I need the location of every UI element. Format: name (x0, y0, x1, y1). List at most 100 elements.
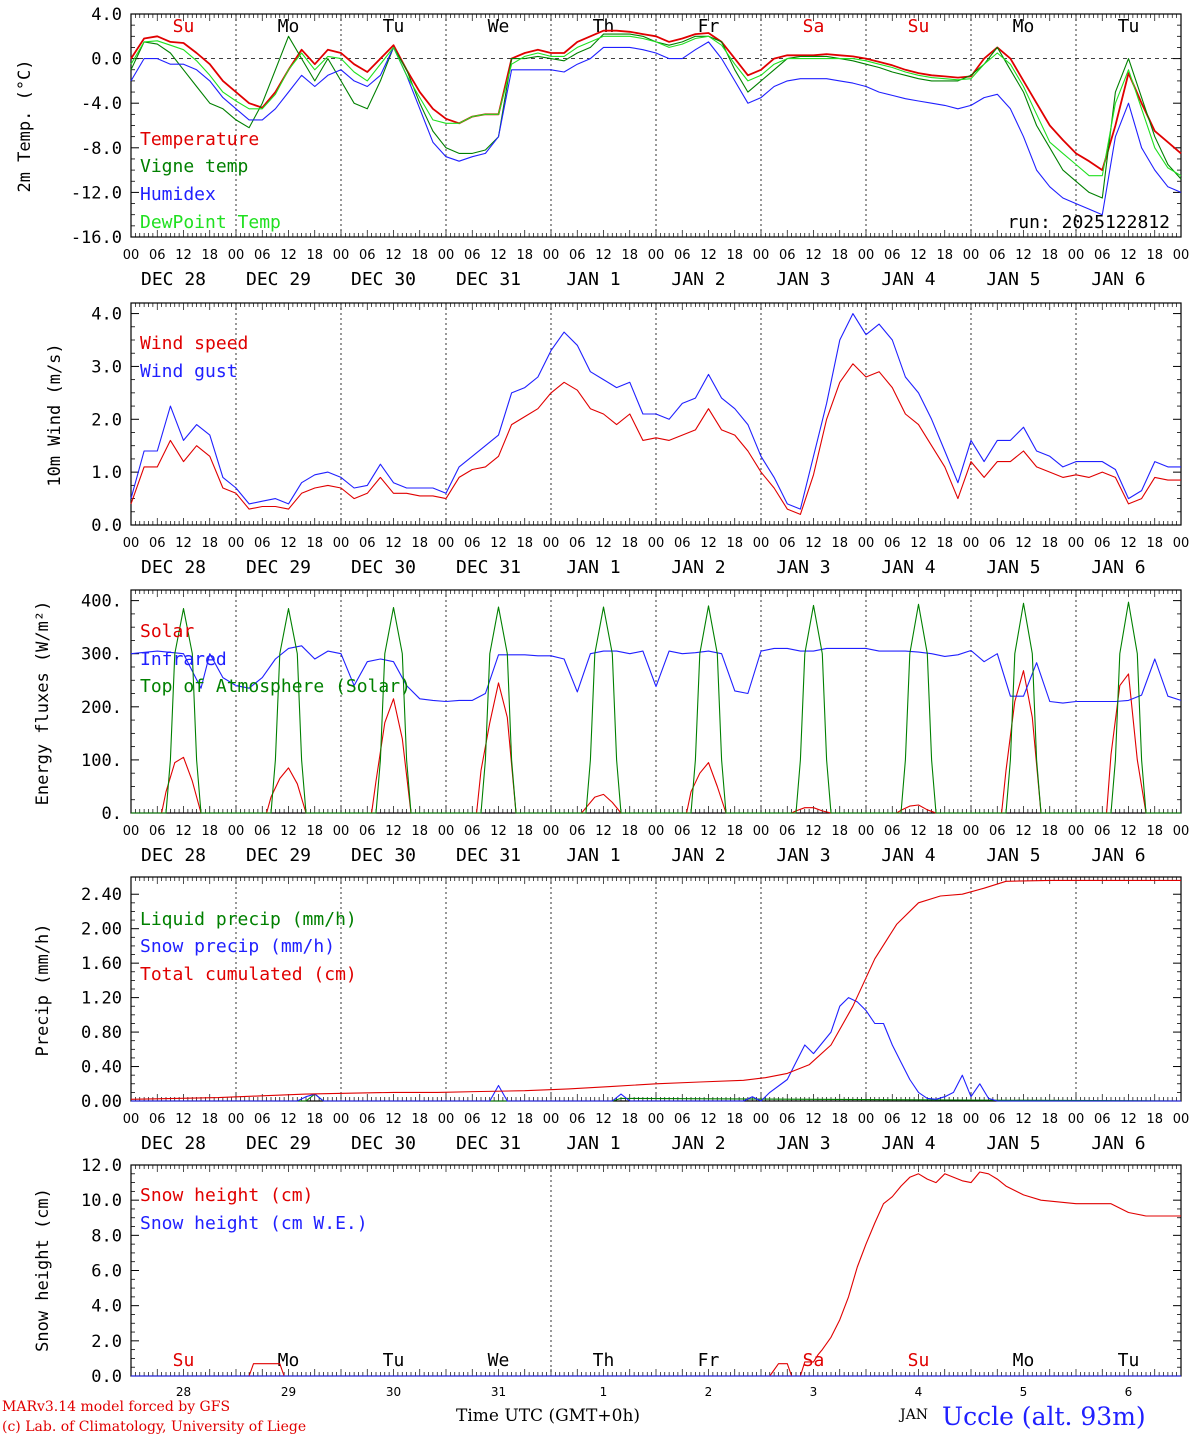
hour-tick-label: 00 (438, 536, 455, 551)
legend-humidex: Humidex (140, 184, 216, 205)
y-tick-label: 0.00 (81, 1092, 122, 1112)
y-tick-label: -8.0 (81, 139, 122, 159)
hour-tick-label: 06 (989, 1112, 1006, 1127)
legend-liquid-precip: Liquid precip (mm/h) (140, 909, 357, 930)
hour-tick-label: 06 (674, 1112, 691, 1127)
hour-tick-label: 00 (1068, 1112, 1085, 1127)
hour-tick-label: 18 (621, 536, 638, 551)
snow-y-axis-label: Snow height (cm) (33, 1188, 53, 1352)
hour-tick-label: 06 (359, 248, 376, 263)
date-label: JAN 3 (776, 269, 830, 290)
hour-tick-label: 00 (543, 824, 560, 839)
hour-tick-label: 00 (1173, 1112, 1190, 1127)
hour-tick-label: 00 (963, 1112, 980, 1127)
hour-tick-label: 06 (989, 536, 1006, 551)
y-tick-label: 4.0 (91, 305, 122, 325)
y-tick-label: 12.0 (81, 1156, 122, 1176)
series-line-top-of-atmosphere-solar (131, 601, 1181, 814)
hour-tick-label: 06 (254, 248, 271, 263)
hour-tick-label: 06 (569, 536, 586, 551)
y-tick-label: 300. (81, 645, 122, 665)
y-tick-label: 0.80 (81, 1023, 122, 1043)
date-label: JAN 1 (566, 845, 620, 866)
series-line-temperature (130, 29, 1182, 171)
weekday-label: Mo (1013, 1350, 1035, 1371)
hour-tick-label: 18 (936, 536, 953, 551)
weekday-label: Su (173, 1350, 195, 1371)
hour-tick-label: 00 (963, 536, 980, 551)
hour-tick-label: 06 (884, 824, 901, 839)
hour-tick-label: 18 (306, 536, 323, 551)
y-tick-label: 1.60 (81, 954, 122, 974)
weekday-label: Tu (383, 1350, 405, 1371)
hour-tick-label: 06 (674, 824, 691, 839)
weekday-label: Tu (1118, 16, 1140, 37)
date-label: DEC 31 (456, 1133, 521, 1154)
y-tick-label: 2.00 (81, 920, 122, 940)
hour-tick-label: 00 (753, 1112, 770, 1127)
legend-snow-height-we: Snow height (cm W.E.) (140, 1213, 368, 1234)
hour-tick-label: 00 (543, 248, 560, 263)
y-tick-label: 0.0 (91, 516, 122, 536)
y-tick-label: 1.0 (91, 463, 122, 483)
legend-temperature: Temperature (140, 129, 259, 150)
hour-tick-label: 00 (1068, 824, 1085, 839)
y-tick-label: 4.0 (91, 1297, 122, 1317)
hour-tick-label: 06 (779, 824, 796, 839)
y-tick-label: 10.0 (81, 1191, 122, 1211)
date-label: DEC 30 (351, 269, 416, 290)
hour-tick-label: 06 (779, 536, 796, 551)
hour-tick-label: 18 (726, 536, 743, 551)
date-label: JAN 5 (986, 1133, 1040, 1154)
hour-tick-label: 06 (884, 1112, 901, 1127)
hour-tick-label: 06 (1094, 824, 1111, 839)
hour-tick-label: 12 (805, 248, 822, 263)
hour-tick-label: 06 (464, 536, 481, 551)
hour-tick-label: 00 (1068, 536, 1085, 551)
weekday-label: Mo (278, 1350, 300, 1371)
date-label: JAN 2 (671, 1133, 725, 1154)
hour-tick-label: 18 (1041, 824, 1058, 839)
hour-tick-label: 18 (936, 824, 953, 839)
hour-tick-label: 00 (1173, 824, 1190, 839)
date-label: DEC 29 (246, 845, 311, 866)
hour-tick-label: 18 (516, 248, 533, 263)
hour-tick-label: 06 (884, 248, 901, 263)
hour-tick-label: 12 (280, 1112, 297, 1127)
series-line-snow-height-cm (131, 1171, 1181, 1377)
date-label: JAN 3 (776, 1133, 830, 1154)
hour-tick-label: 06 (569, 1112, 586, 1127)
hour-tick-label: 12 (1015, 248, 1032, 263)
y-tick-label: 200. (81, 698, 122, 718)
y-tick-label: 3.0 (91, 357, 122, 377)
hour-tick-label: 18 (1041, 1112, 1058, 1127)
hour-tick-label: 18 (831, 248, 848, 263)
hour-tick-label: 00 (1173, 248, 1190, 263)
hour-tick-label: 18 (726, 824, 743, 839)
hour-tick-label: 06 (569, 248, 586, 263)
weekday-label: Sa (803, 16, 825, 37)
weekday-label: We (488, 16, 510, 37)
hour-tick-label: 18 (831, 1112, 848, 1127)
hour-tick-label: 12 (910, 824, 927, 839)
y-tick-label: 100. (81, 751, 122, 771)
date-label: JAN 2 (671, 845, 725, 866)
day-number-label: 28 (176, 1385, 191, 1399)
weekday-label: Su (908, 1350, 930, 1371)
hour-tick-label: 00 (438, 824, 455, 839)
date-label: DEC 28 (141, 1133, 206, 1154)
date-label: JAN 3 (776, 845, 830, 866)
legend-total-cumulated: Total cumulated (cm) (140, 964, 357, 985)
hour-tick-label: 00 (438, 248, 455, 263)
date-label: JAN 2 (671, 269, 725, 290)
y-tick-label: 0.0 (91, 1367, 122, 1387)
hour-tick-label: 06 (989, 824, 1006, 839)
hour-tick-label: 00 (858, 1112, 875, 1127)
series-line-humidex (130, 41, 1182, 216)
hour-tick-label: 12 (280, 248, 297, 263)
hour-tick-label: 00 (228, 824, 245, 839)
hour-tick-label: 12 (595, 536, 612, 551)
